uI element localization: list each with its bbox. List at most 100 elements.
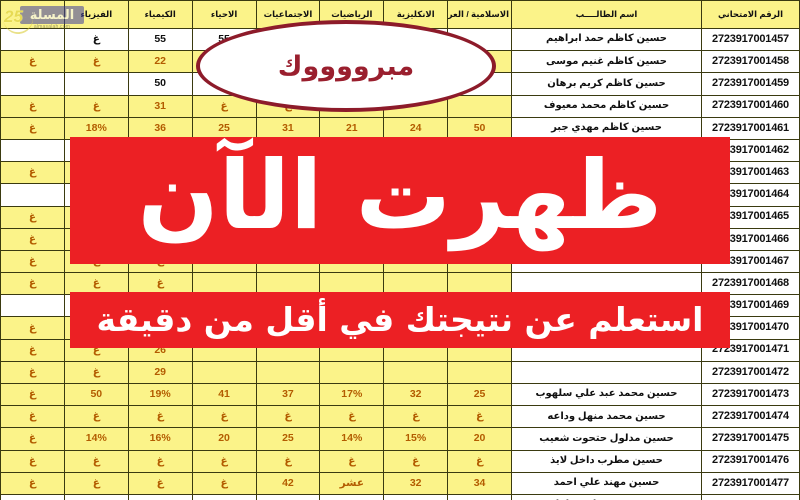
cell-grade-last: غ [0,427,65,451]
cell-grade-math: 14% [319,427,385,451]
cell-exam-number: 2723917001459 [701,72,800,96]
cell-student-name: حسين محمد منهل وداعه [511,405,702,429]
cell-grade-soc: 25 [255,427,321,451]
cell-exam-number: 2723917001472 [701,360,800,385]
cell-grade-chem: غ [127,272,193,296]
cell-grade-isl: غ [447,449,512,473]
column-header-biology: الاحياء [191,0,257,29]
table-row: 2723917001477 حسين مهند علي احمد 34 32 عشر 42… [0,471,800,495]
cell-grade-isl: 20 [447,427,512,451]
cell-grade-last: غ [0,205,65,229]
cell-grade-phys: غ [63,272,129,296]
column-header-chemistry: الكيمياء [127,0,193,29]
cell-exam-number: 2723917001478 [701,493,800,500]
column-header-physics: الفيزياء [63,0,129,29]
cell-grade-eng: 32 [383,471,449,495]
cell-grade-chem: 50 [127,493,193,500]
cell-student-name: حسين مهند علي احمد [511,471,702,495]
cell-student-name: حسين كاظم غنيم موسى [511,50,702,74]
cell-grade-isl [447,94,512,118]
cell-grade-math: 17% [319,382,385,407]
cell-grade-bio: 20 [191,427,257,451]
cell-student-name: حسين مطرب داخل لايذ [511,449,702,473]
headline-banner: ظهرت الآن [70,137,730,264]
table-row: 2723917001472 29 غ غ [0,360,800,385]
cell-grade-bio: 41 [191,382,257,407]
cell-student-name: حسين مدلول حتحوت شعيب [511,427,702,451]
cell-grade-bio: 62 [191,493,257,500]
cell-grade-last: غ [0,316,65,340]
cell-grade-phys: غ [63,27,129,52]
cell-grade-last [0,27,65,52]
cell-exam-number: 2723917001468 [701,272,800,296]
cell-grade-math: غ [319,449,385,473]
cell-grade-bio [191,360,257,385]
cell-grade-math: 65 [319,493,385,500]
cell-grade-chem: 19% [127,382,193,407]
cell-grade-phys: غ [63,471,129,495]
headline-text: ظهرت الآن [137,141,665,252]
cell-grade-soc: 31 [255,116,321,140]
table-row: 2723917001473 حسين محمد عبد علي سلهوب 25 32… [0,382,800,407]
cell-exam-number: 2723917001461 [701,116,800,140]
cell-grade-soc: غ [255,449,321,473]
cell-grade-bio: غ [191,94,257,118]
table-row: 2723917001474 حسين محمد منهل وداعه غ غ غ غ غ غ غ… [0,405,800,429]
cell-grade-math: عشر [319,471,385,495]
cell-grade-eng: 24 [383,116,449,140]
cell-grade-last: غ [0,382,65,407]
cell-grade-isl: 50 [447,116,512,140]
subline-banner[interactable]: استعلم عن نتيجتك في أقل من دقيقة [70,292,730,348]
cell-grade-last: غ [0,161,65,185]
cell-grade-chem: 50 [127,72,193,96]
cell-grade-bio: غ [191,471,257,495]
cell-grade-soc [255,272,321,296]
cell-grade-chem: غ [127,449,193,473]
cell-student-name: حسين كاظم حمد ابراهيم [511,27,702,52]
cell-student-name: حسين كاظم محمد معيوف [511,94,702,118]
cell-grade-math: غ [319,405,385,429]
cell-grade-soc: 42 [255,471,321,495]
cell-grade-phys: غ [63,360,129,385]
cell-grade-soc: غ [255,405,321,429]
cell-grade-last: غ [0,360,65,385]
cell-grade-phys: 50 [63,382,129,407]
cell-grade-isl: 34 [447,471,512,495]
cell-grade-last: غ [0,338,65,362]
congratulations-badge: مبرووووك [196,20,496,112]
column-header-extra [0,0,65,29]
cell-grade-chem: 29 [127,360,193,385]
table-row: 2723917001468 غ غ غ [0,272,800,296]
cell-grade-isl: 25 [447,382,512,407]
cell-grade-last [0,183,65,207]
table-row: 2723917001461 حسين كاظم مهدي جبر 50 24 21 31 2… [0,116,800,140]
cell-grade-bio: 25 [191,116,257,140]
cell-grade-last: غ [0,471,65,495]
cell-grade-last: غ [0,272,65,296]
cell-exam-number: 2723917001477 [701,471,800,495]
cell-grade-last: غ [0,50,65,74]
cell-grade-chem: 31 [127,94,193,118]
cell-grade-last: غ [0,116,65,140]
cell-grade-bio: غ [191,449,257,473]
cell-grade-eng: 50 [383,493,449,500]
cell-grade-phys: غ [63,50,129,74]
cell-grade-last [0,72,65,96]
cell-grade-chem: غ [127,471,193,495]
cell-student-name: حسين محمد عبد علي سلهوب [511,382,702,407]
cell-grade-last [0,138,65,163]
cell-grade-soc: 50 [255,493,321,500]
cell-exam-number: 2723917001476 [701,449,800,473]
cell-grade-eng [383,360,449,385]
cell-grade-bio: غ [191,405,257,429]
cell-grade-last [0,493,65,500]
cell-student-name [511,360,702,385]
cell-exam-number: 2723917001460 [701,94,800,118]
cell-grade-soc: 37 [255,382,321,407]
cell-grade-phys: 39 [63,493,129,500]
cell-grade-last: غ [0,249,65,274]
cell-grade-phys: غ [63,449,129,473]
cell-grade-chem: 36 [127,116,193,140]
cell-grade-isl: غ [447,405,512,429]
